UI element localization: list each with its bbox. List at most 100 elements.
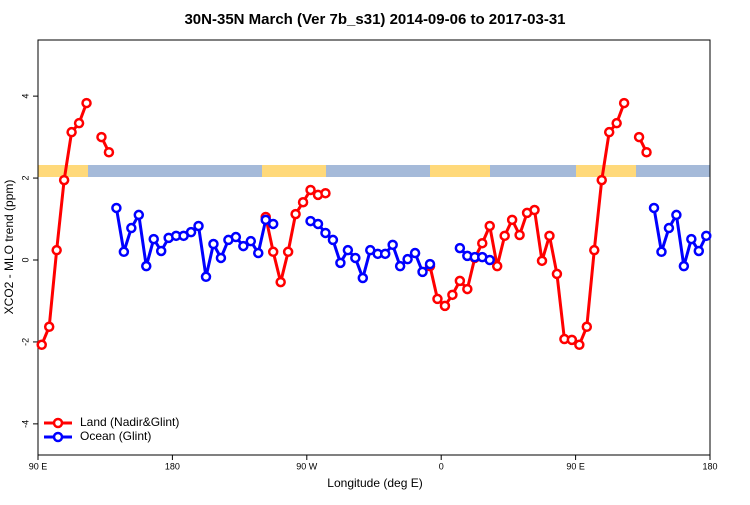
point	[379, 248, 391, 260]
point	[686, 233, 697, 245]
plot-frame	[37, 39, 711, 456]
land-strip	[430, 165, 490, 177]
point	[320, 227, 331, 239]
point	[312, 218, 324, 230]
point	[111, 202, 122, 214]
land-strip	[576, 165, 636, 177]
legend-label: Land (Nadir&Glint)	[80, 415, 179, 429]
legend-label: Ocean (Glint)	[80, 429, 151, 443]
point	[454, 242, 466, 254]
x-axis-label: Longitude (deg E)	[327, 476, 422, 490]
y-tick-label: -2	[20, 338, 30, 346]
point	[641, 147, 652, 158]
point	[96, 131, 107, 143]
point	[574, 339, 585, 351]
point	[402, 253, 413, 265]
y-tick-label: -4	[20, 420, 30, 428]
point	[185, 226, 197, 238]
point	[282, 246, 294, 258]
point	[126, 222, 137, 234]
point	[193, 220, 204, 232]
y-tick-label: 0	[20, 257, 30, 262]
ocean-strip	[38, 165, 710, 177]
point	[155, 245, 167, 257]
x-tick-label: 90 E	[566, 461, 585, 471]
point	[484, 220, 495, 232]
point	[506, 214, 518, 226]
series-line	[264, 187, 326, 283]
point	[73, 117, 85, 129]
point	[260, 214, 271, 226]
point	[551, 268, 563, 280]
y-axis-label: XCO2 - MLO trend (ppm)	[2, 180, 16, 315]
point	[447, 289, 458, 301]
point	[529, 204, 540, 216]
point	[305, 184, 316, 196]
point	[267, 218, 279, 230]
land-strip	[262, 165, 326, 177]
point	[245, 235, 257, 247]
land-strip	[38, 165, 88, 177]
point	[409, 247, 421, 259]
point	[499, 230, 510, 242]
point	[208, 238, 219, 250]
point	[663, 222, 675, 234]
point	[118, 246, 130, 258]
point	[693, 245, 705, 257]
point	[357, 272, 369, 284]
point	[618, 97, 630, 109]
point	[678, 260, 690, 272]
point	[603, 126, 615, 138]
legend-marker	[52, 431, 64, 443]
point	[566, 334, 578, 346]
point	[81, 97, 92, 109]
x-tick-label: 0	[439, 461, 444, 471]
x-tick-label: 90 W	[296, 461, 318, 471]
chart-title: 30N-35N March (Ver 7b_s31) 2014-09-06 to…	[184, 11, 565, 28]
point	[141, 260, 152, 272]
point	[484, 254, 495, 266]
point	[267, 246, 279, 258]
point	[253, 247, 264, 259]
point	[230, 231, 242, 243]
point	[342, 244, 354, 256]
point	[238, 240, 249, 252]
x-tick-label: 90 E	[29, 461, 48, 471]
point	[648, 202, 660, 214]
point	[297, 196, 309, 208]
point	[633, 131, 645, 143]
point	[36, 339, 47, 351]
point	[133, 209, 145, 221]
legend-marker	[52, 417, 64, 429]
point	[350, 252, 361, 264]
point	[58, 174, 70, 186]
point	[66, 126, 77, 138]
point	[320, 187, 331, 199]
point	[454, 275, 466, 287]
point	[290, 208, 301, 220]
point	[417, 266, 428, 278]
point	[215, 252, 227, 264]
point	[394, 260, 406, 272]
point	[200, 271, 212, 283]
point	[327, 234, 339, 246]
point	[439, 300, 451, 312]
point	[275, 276, 286, 288]
point	[514, 229, 525, 241]
point	[596, 174, 607, 186]
point	[43, 321, 55, 333]
point	[544, 230, 555, 242]
point	[51, 244, 62, 256]
point	[103, 147, 115, 158]
point	[335, 257, 346, 269]
point	[491, 260, 503, 272]
point	[589, 244, 600, 256]
point	[701, 230, 712, 242]
point	[462, 283, 473, 295]
point	[432, 293, 443, 305]
x-tick-label: 180	[165, 461, 180, 471]
y-tick-label: 4	[20, 94, 30, 99]
series-line	[40, 102, 88, 346]
point	[536, 255, 548, 267]
